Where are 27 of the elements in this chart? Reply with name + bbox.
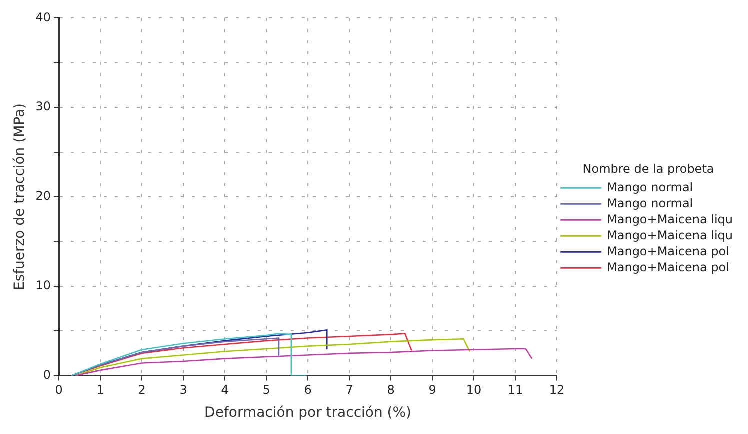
y-tick-label: 40 — [36, 10, 52, 24]
x-tick-label: 11 — [508, 383, 524, 398]
x-tick-label: 0 — [55, 383, 63, 398]
x-tick-label: 7 — [346, 383, 354, 398]
x-tick-label: 6 — [304, 383, 312, 398]
x-tick-label: 10 — [466, 383, 482, 398]
x-axis-title: Deformación por tracción (%) — [204, 405, 412, 422]
x-tick-label: 5 — [262, 383, 270, 398]
y-tick-label: 10 — [36, 278, 52, 293]
legend-label: Mango normal — [607, 196, 694, 210]
legend-title: Nombre de la probeta — [582, 162, 714, 176]
x-tick-label: 3 — [180, 383, 188, 398]
x-tick-label: 8 — [387, 383, 395, 398]
legend-label: Mango+Maicena liqu — [607, 212, 734, 226]
x-tick-label: 1 — [96, 383, 104, 398]
y-axis-title: Esfuerzo de tracción (MPa) — [12, 103, 28, 291]
y-tick-label: 0 — [43, 368, 52, 382]
y-tick-label: 30 — [36, 100, 52, 114]
legend-label: Mango normal — [607, 180, 694, 194]
legend-label: Mango+Maicena liqu — [607, 228, 734, 242]
y-tick-label: 20 — [36, 189, 52, 204]
legend-label: Mango+Maicena pol — [607, 260, 730, 274]
x-tick-label: 4 — [221, 383, 229, 398]
x-tick-label: 12 — [549, 383, 565, 398]
x-tick-label: 2 — [138, 383, 146, 398]
legend-label: Mango+Maicena pol — [607, 244, 730, 258]
x-tick-label: 9 — [428, 383, 436, 398]
